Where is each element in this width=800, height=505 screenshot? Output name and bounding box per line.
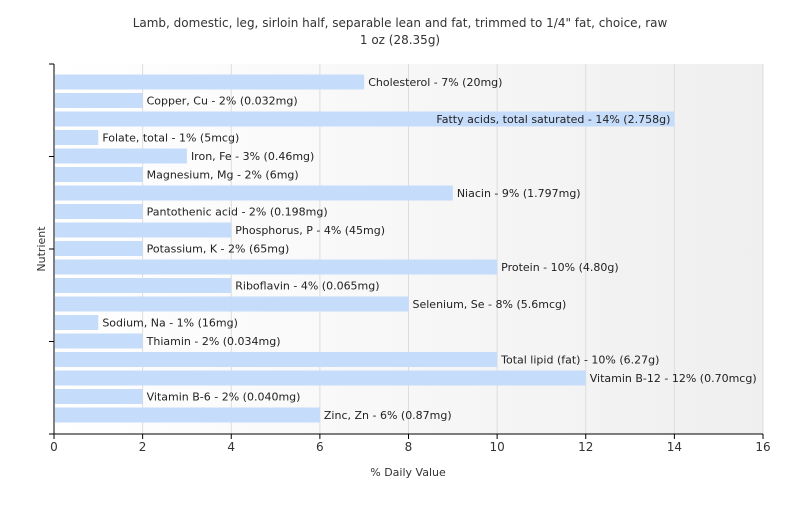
bar-label: Niacin - 9% (1.797mg) [457, 187, 581, 200]
bar [55, 130, 99, 145]
bar [55, 74, 365, 90]
bar-label: Magnesium, Mg - 2% (6mg) [147, 169, 299, 182]
bar-label: Selenium, Se - 8% (5.6mcg) [413, 298, 567, 311]
chart-subtitle: 1 oz (28.35g) [360, 33, 440, 47]
bar-label: Total lipid (fat) - 10% (6.27g) [500, 354, 659, 367]
bar-label: Riboflavin - 4% (0.065mg) [235, 280, 379, 293]
bar [55, 185, 453, 201]
bar-label: Folate, total - 1% (5mcg) [102, 132, 239, 145]
axes [49, 63, 764, 439]
x-tick-label: 14 [667, 440, 682, 454]
bar [55, 93, 143, 108]
bar-label: Vitamin B-12 - 12% (0.70mcg) [590, 372, 757, 385]
bar-label: Phosphorus, P - 4% (45mg) [235, 224, 385, 237]
bar-label: Pantothenic acid - 2% (0.198mg) [147, 206, 328, 219]
bars [55, 74, 675, 423]
x-tick-labels: 0 2 4 6 8 10 12 14 16 [50, 440, 770, 454]
bar [55, 407, 320, 423]
bar-label: Protein - 10% (4.80g) [501, 261, 619, 274]
bar [55, 167, 143, 182]
chart-title: Lamb, domestic, leg, sirloin half, separ… [133, 16, 668, 30]
bar [55, 352, 498, 367]
x-tick-label: 12 [578, 440, 593, 454]
x-tick-label: 10 [489, 440, 504, 454]
x-tick-label: 0 [50, 440, 58, 454]
bar [55, 148, 187, 164]
x-tick-label: 16 [755, 440, 770, 454]
x-axis-label: % Daily Value [370, 466, 446, 479]
x-tick-label: 8 [405, 440, 413, 454]
bar [55, 204, 143, 219]
bar [55, 111, 675, 127]
bar-label: Zinc, Zn - 6% (0.87mg) [324, 409, 452, 422]
bar-label: Thiamin - 2% (0.034mg) [146, 335, 281, 348]
bar [55, 241, 143, 256]
bar [55, 389, 143, 404]
bar-label: Sodium, Na - 1% (16mg) [102, 317, 238, 330]
y-axis-label: Nutrient [35, 226, 48, 272]
x-tick-label: 2 [139, 440, 147, 454]
bar [55, 315, 99, 330]
x-tick-label: 6 [316, 440, 324, 454]
bar-label: Cholesterol - 7% (20mg) [368, 76, 502, 89]
bar-label: Copper, Cu - 2% (0.032mg) [147, 95, 298, 108]
bar [55, 333, 143, 349]
bar [55, 370, 586, 386]
bar-label: Vitamin B-6 - 2% (0.040mg) [147, 391, 301, 404]
bar-label: Fatty acids, total saturated - 14% (2.75… [436, 113, 670, 126]
bar-labels: Cholesterol - 7% (20mg) Copper, Cu - 2% (… [102, 76, 756, 422]
x-tick-label: 4 [227, 440, 235, 454]
bar-label: Potassium, K - 2% (65mg) [147, 243, 290, 256]
bar [55, 278, 232, 293]
bar [55, 296, 409, 312]
bar [55, 222, 232, 238]
bar [55, 259, 498, 275]
bar-label: Iron, Fe - 3% (0.46mg) [191, 150, 314, 163]
